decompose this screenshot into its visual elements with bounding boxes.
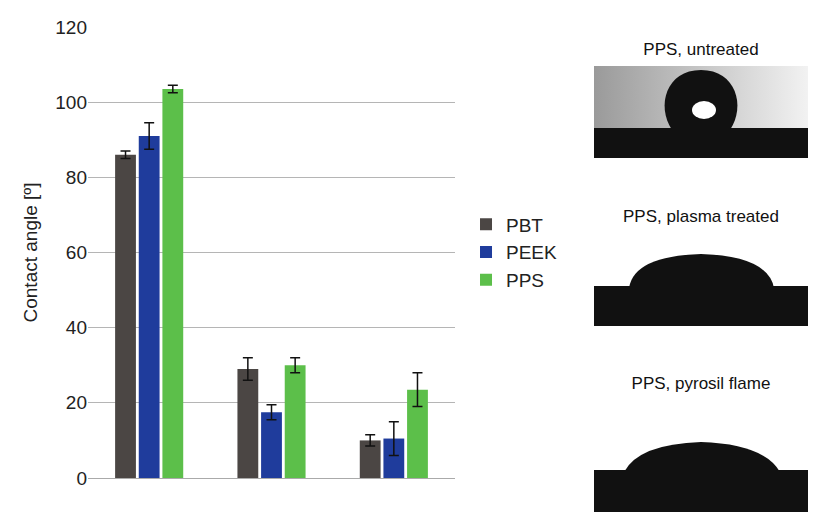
svg-text:40: 40 bbox=[66, 317, 87, 338]
svg-text:PEEK: PEEK bbox=[506, 242, 557, 263]
svg-text:0: 0 bbox=[76, 468, 87, 489]
svg-text:60: 60 bbox=[66, 242, 87, 263]
svg-text:PPS: PPS bbox=[506, 270, 544, 291]
svg-text:20: 20 bbox=[66, 392, 87, 413]
svg-text:100: 100 bbox=[55, 92, 87, 113]
svg-text:80: 80 bbox=[66, 167, 87, 188]
svg-text:PBT: PBT bbox=[506, 215, 543, 236]
html-text:PPS, plasma treated: PPS, plasma treated bbox=[623, 207, 779, 226]
html-text:PPS, pyrosil flame: PPS, pyrosil flame bbox=[631, 374, 771, 393]
html-text:PPS, untreated: PPS, untreated bbox=[643, 40, 759, 59]
svg-text:Contact angle [º]: Contact angle [º] bbox=[20, 182, 41, 322]
svg-text:120: 120 bbox=[55, 17, 87, 38]
